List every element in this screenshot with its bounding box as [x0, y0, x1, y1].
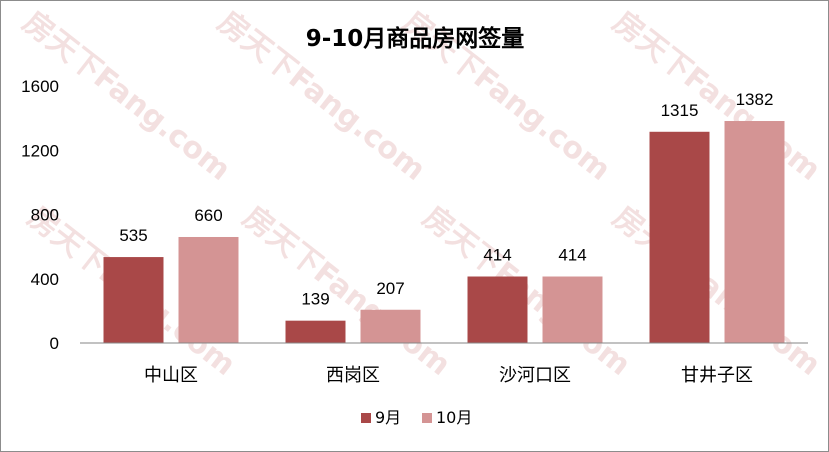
data-label: 660 — [194, 206, 222, 225]
x-axis: 中山区 西岗区 沙河口区 甘井子区 — [144, 365, 753, 386]
data-label: 535 — [119, 226, 147, 245]
y-axis: 0 400 800 1200 1600 — [21, 77, 59, 353]
x-tick-label: 中山区 — [144, 365, 198, 386]
data-label: 1315 — [661, 101, 699, 120]
bars: 535 139 414 1315 660 207 414 1382 — [103, 90, 785, 343]
data-label: 414 — [558, 246, 586, 265]
legend-label: 9月 — [375, 408, 401, 427]
data-label: 1382 — [736, 90, 774, 109]
x-tick-label: 甘井子区 — [681, 365, 753, 386]
legend-swatch — [361, 413, 371, 423]
data-label: 207 — [376, 279, 404, 298]
bar — [360, 309, 421, 343]
legend: 9月 10月 — [361, 408, 472, 427]
chart-title: 9-10月商品房网签量 — [306, 25, 525, 52]
legend-swatch — [422, 413, 432, 423]
y-tick-label: 1200 — [21, 141, 59, 160]
x-tick-label: 沙河口区 — [499, 365, 571, 386]
watermark-text: 房天下Fang.com — [606, 5, 827, 188]
bar — [467, 276, 528, 343]
watermark-text: 房天下Fang.com — [606, 200, 827, 383]
data-label: 139 — [301, 290, 329, 309]
bar — [285, 320, 346, 343]
watermark-text: 房天下Fang.com — [16, 5, 237, 188]
legend-label: 10月 — [436, 408, 472, 427]
x-tick-label: 西岗区 — [326, 365, 380, 386]
bar — [178, 236, 239, 343]
bar — [103, 257, 164, 343]
bar — [724, 121, 785, 343]
y-tick-label: 1600 — [21, 77, 59, 96]
y-tick-label: 400 — [31, 270, 59, 289]
bar — [649, 131, 710, 343]
data-label: 414 — [483, 246, 511, 265]
bar — [542, 276, 603, 343]
y-tick-label: 800 — [31, 206, 59, 225]
y-tick-label: 0 — [50, 334, 59, 353]
